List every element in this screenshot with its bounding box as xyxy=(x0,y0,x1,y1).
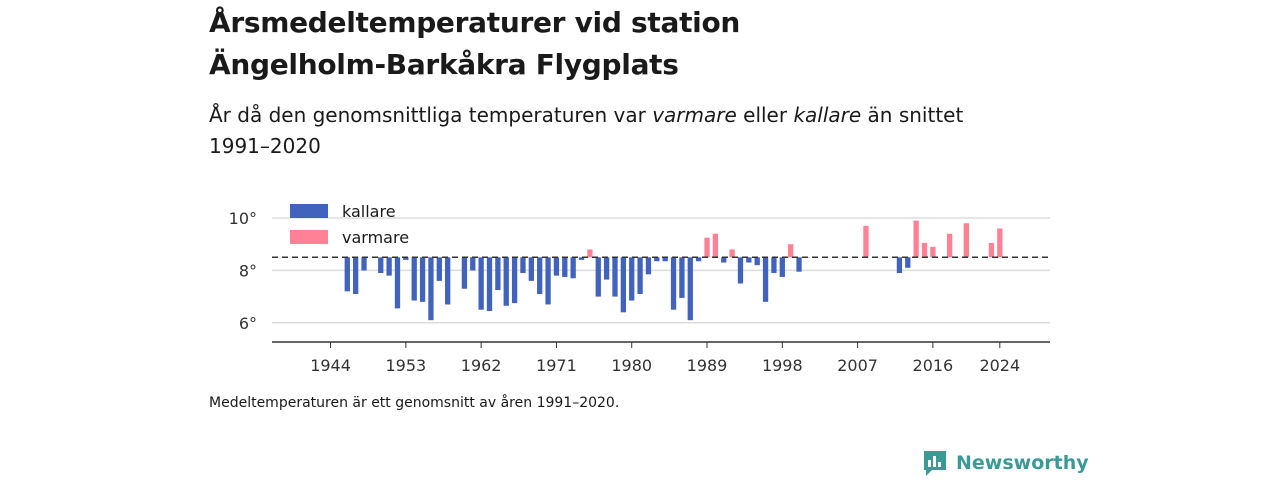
x-tick-label: 1998 xyxy=(762,356,803,375)
x-tick-label: 1971 xyxy=(536,356,577,375)
bar-2020 xyxy=(963,223,969,258)
bar-1966 xyxy=(511,257,518,304)
newsworthy-logo-icon xyxy=(924,451,946,476)
bar-1972 xyxy=(562,257,568,277)
bar-1983 xyxy=(654,257,660,262)
bar-1956 xyxy=(428,257,434,321)
bar-1963 xyxy=(486,257,493,312)
bar-1970 xyxy=(545,257,551,305)
subtitle-part-1: År då den genomsnittliga temperaturen va… xyxy=(209,103,653,127)
bar-1980 xyxy=(629,257,635,301)
y-tick-label: 6° xyxy=(239,314,257,333)
legend-swatch-varmare xyxy=(290,230,328,244)
bar-1977 xyxy=(603,257,610,280)
bar-1993 xyxy=(737,257,744,284)
bar-1990 xyxy=(712,233,719,258)
bar-1985 xyxy=(670,257,677,310)
chart-title-line-1: Årsmedeltemperaturer vid station xyxy=(209,6,741,39)
chart-title: Årsmedeltemperaturer vid station Ängelho… xyxy=(209,2,1109,86)
bar-1982 xyxy=(645,257,652,275)
bar-2008 xyxy=(863,225,869,258)
bar-1989 xyxy=(704,237,710,258)
bar-1997 xyxy=(771,257,777,274)
y-tick-label: 10° xyxy=(229,209,257,228)
bar-1946 xyxy=(344,257,350,292)
x-tick-label: 1953 xyxy=(385,356,426,375)
bar-1954 xyxy=(411,257,417,301)
bar-2013 xyxy=(905,257,911,268)
bar-1975 xyxy=(587,249,593,258)
newsworthy-logo: Newsworthy xyxy=(922,449,1089,477)
x-tick-label: 2024 xyxy=(979,356,1020,375)
bar-1952 xyxy=(394,257,401,309)
chart-subtitle: År då den genomsnittliga temperaturen va… xyxy=(209,100,1109,162)
bar-1971 xyxy=(553,257,560,276)
bar-1986 xyxy=(679,257,685,298)
bar-1964 xyxy=(495,257,501,291)
bar-2012 xyxy=(896,257,903,274)
bar-1984 xyxy=(662,257,668,262)
bar-1958 xyxy=(445,257,451,305)
x-tick-label: 2016 xyxy=(913,356,954,375)
x-tick-label: 2007 xyxy=(837,356,878,375)
bar-1998 xyxy=(779,257,785,277)
y-tick-label: 8° xyxy=(239,261,257,280)
bar-1951 xyxy=(386,257,392,276)
bar-1967 xyxy=(520,257,526,274)
bar-1961 xyxy=(470,257,476,271)
bar-1973 xyxy=(570,257,576,279)
bar-1995 xyxy=(754,257,760,266)
subtitle-warm-word: varmare xyxy=(652,103,737,127)
bar-2016 xyxy=(930,246,936,258)
bar-1996 xyxy=(762,257,769,302)
bar-1981 xyxy=(637,257,643,294)
x-tick-label: 1962 xyxy=(461,356,502,375)
bar-1962 xyxy=(478,257,484,310)
bar-1994 xyxy=(746,257,752,263)
bar-1947 xyxy=(353,257,359,294)
subtitle-line-2: 1991–2020 xyxy=(209,134,321,158)
newsworthy-brand-name: Newsworthy xyxy=(956,452,1089,474)
bar-1992 xyxy=(729,249,735,258)
bar-2000 xyxy=(796,257,802,272)
chart-footnote: Medeltemperaturen är ett genomsnitt av å… xyxy=(209,395,620,411)
bar-2023 xyxy=(988,242,995,258)
legend-label-varmare: varmare xyxy=(342,228,409,247)
bar-1957 xyxy=(436,257,442,281)
bar-2014 xyxy=(913,220,919,258)
bar-1969 xyxy=(537,257,543,294)
x-tick-label: 1980 xyxy=(611,356,652,375)
bar-1987 xyxy=(687,257,693,321)
bar-1976 xyxy=(595,257,601,297)
bar-1974 xyxy=(578,257,585,260)
bar-1965 xyxy=(503,257,509,306)
bar-1978 xyxy=(612,257,618,297)
x-tick-label: 1989 xyxy=(687,356,728,375)
subtitle-part-3: än snittet xyxy=(861,103,964,127)
bar-1999 xyxy=(788,244,794,258)
bar-2015 xyxy=(921,242,928,258)
legend-label-kallare: kallare xyxy=(342,202,396,221)
bar-1955 xyxy=(419,257,426,302)
bar-1948 xyxy=(361,257,367,271)
bar-1991 xyxy=(721,257,727,263)
bar-2024 xyxy=(997,228,1003,258)
bar-1968 xyxy=(528,257,534,281)
bar-2018 xyxy=(946,233,953,258)
subtitle-part-2: eller xyxy=(736,103,794,127)
chart-title-line-2: Ängelholm-Barkåkra Flygplats xyxy=(209,48,679,81)
bar-1960 xyxy=(461,257,468,289)
x-tick-label: 1944 xyxy=(310,356,351,375)
bar-1953 xyxy=(403,257,409,260)
bar-1979 xyxy=(620,257,627,313)
bar-1988 xyxy=(695,257,702,262)
bar-1950 xyxy=(378,257,384,274)
subtitle-cold-word: kallare xyxy=(793,103,862,127)
legend-swatch-kallare xyxy=(290,204,328,218)
